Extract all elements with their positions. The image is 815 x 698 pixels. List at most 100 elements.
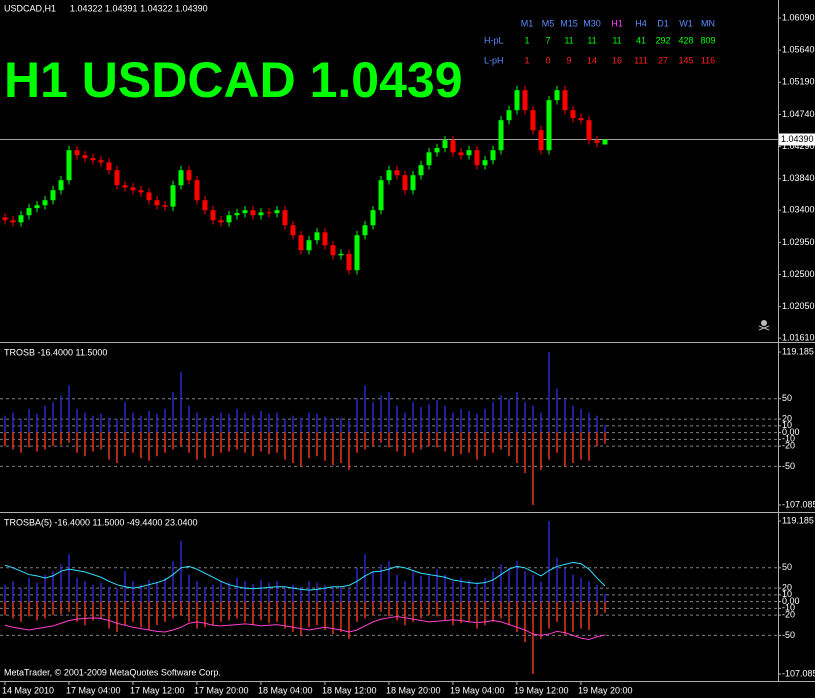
candle-body: [322, 232, 328, 246]
histogram-bar: [508, 398, 510, 433]
candle-body: [498, 120, 504, 151]
histogram-bar: [68, 554, 70, 602]
candle-body: [146, 192, 152, 201]
histogram-bar: [540, 432, 542, 470]
histogram-bar: [468, 579, 470, 602]
histogram-bar: [196, 432, 198, 460]
histogram-bar: [12, 432, 14, 450]
table-header: H4: [635, 18, 647, 28]
histogram-bar: [444, 574, 446, 602]
candle-body: [274, 210, 280, 214]
histogram-bar: [372, 571, 374, 602]
histogram-bar: [380, 432, 382, 443]
histogram-bar: [204, 586, 206, 602]
histogram-bar: [484, 432, 486, 457]
histogram-bar: [572, 432, 574, 464]
histogram-bar: [460, 408, 462, 433]
y-tick-label: -20: [782, 609, 795, 619]
histogram-bar: [524, 601, 526, 643]
table-cell: 41: [636, 35, 646, 45]
candle-body: [546, 100, 552, 151]
histogram-bar: [500, 432, 502, 450]
histogram-bar: [156, 582, 158, 602]
y-tick-label: -50: [782, 630, 795, 640]
histogram-bar: [388, 561, 390, 602]
histogram-bar: [324, 432, 326, 461]
histogram-bar: [260, 579, 262, 602]
histogram-bar: [12, 581, 14, 602]
histogram-bar: [4, 415, 6, 433]
candle-body: [162, 205, 168, 207]
table-header: M1: [521, 18, 534, 28]
histogram-bar: [508, 567, 510, 602]
y-tick-label: -10: [782, 603, 795, 613]
histogram-bar: [500, 395, 502, 433]
histogram-bar: [396, 601, 398, 621]
histogram-bar: [316, 432, 318, 457]
histogram-bar: [292, 415, 294, 433]
y-tick-label: 10: [782, 589, 792, 599]
candle-body: [370, 210, 376, 226]
histogram-bar: [556, 601, 558, 622]
y-tick-label: -10: [782, 434, 795, 444]
histogram-bar: [604, 593, 606, 602]
y-tick-label: -107.085: [782, 668, 815, 678]
histogram-bar: [292, 601, 294, 633]
candle-body: [466, 150, 472, 156]
table-cell: 1: [524, 35, 529, 45]
histogram-bar: [212, 432, 214, 457]
histogram-bar: [180, 540, 182, 602]
histogram-bar: [244, 412, 246, 433]
y-tick-label: 1.04740: [782, 109, 815, 119]
x-tick-label: 18 May 04:00: [258, 685, 313, 695]
candle-body: [154, 200, 160, 206]
histogram-bar: [348, 432, 350, 470]
histogram-bar: [564, 601, 566, 636]
histogram-bar: [252, 432, 254, 457]
histogram-bar: [444, 405, 446, 433]
candle-body: [594, 140, 600, 144]
histogram-bar: [300, 432, 302, 467]
candle-body: [130, 187, 136, 191]
histogram-bar: [540, 601, 542, 639]
histogram-bar: [524, 402, 526, 433]
histogram-bar: [364, 554, 366, 602]
candle-body: [106, 162, 112, 171]
histogram-bar: [524, 571, 526, 602]
table-cell: 428: [678, 35, 693, 45]
histogram-bar: [156, 601, 158, 626]
histogram-bar: [188, 574, 190, 602]
histogram-bar: [164, 432, 166, 453]
candle-body: [482, 160, 488, 166]
histogram-bar: [532, 405, 534, 433]
candle-body: [450, 140, 456, 153]
histogram-bar: [372, 601, 374, 616]
candle-body: [138, 190, 144, 193]
histogram-bar: [524, 432, 526, 474]
histogram-bar: [484, 577, 486, 602]
histogram-bar: [332, 432, 334, 466]
histogram-bar: [564, 398, 566, 433]
histogram-bar: [276, 432, 278, 453]
candle-body: [522, 90, 528, 111]
histogram-bar: [276, 601, 278, 622]
histogram-bar: [588, 432, 590, 461]
histogram-bar: [500, 601, 502, 619]
histogram-bar: [220, 581, 222, 602]
histogram-bar: [492, 571, 494, 602]
candle-body: [218, 220, 224, 223]
histogram-bar: [268, 413, 270, 433]
histogram-bar: [76, 408, 78, 433]
histogram-bar: [604, 432, 606, 444]
x-tick-label: 19 May 12:00: [514, 685, 569, 695]
histogram-bar: [316, 413, 318, 433]
histogram-bar: [140, 584, 142, 602]
candle-body: [458, 152, 464, 156]
histogram-bar: [460, 577, 462, 602]
candle-body: [386, 170, 392, 181]
histogram-bar: [28, 577, 30, 602]
histogram-bar: [100, 432, 102, 450]
table-header: M15: [560, 18, 578, 28]
candle-body: [442, 140, 448, 149]
histogram-bar: [236, 577, 238, 602]
